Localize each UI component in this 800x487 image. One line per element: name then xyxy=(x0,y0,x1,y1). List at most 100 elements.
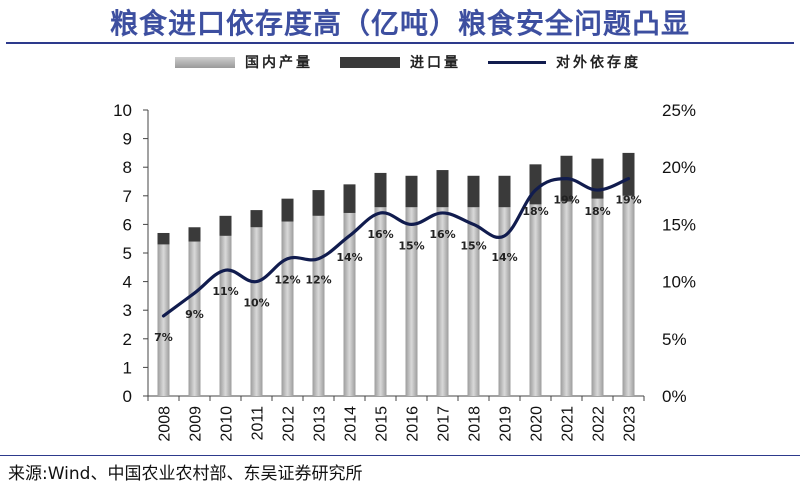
bar-imports xyxy=(343,184,356,213)
data-label: 18% xyxy=(584,205,610,218)
x-tick-label: 2018 xyxy=(467,406,484,442)
legend-item-domestic: 国内产量 xyxy=(175,52,313,72)
bar-domestic xyxy=(281,221,294,396)
data-label: 7% xyxy=(154,331,173,344)
y-left-tick-label: 3 xyxy=(123,301,132,320)
source-note: 来源:Wind、中国农业农村部、东吴证券研究所 xyxy=(8,464,363,484)
bar-imports xyxy=(188,227,201,242)
y-left-tick-label: 10 xyxy=(113,101,132,120)
bar-domestic xyxy=(405,207,418,396)
y-right-tick-label: 25% xyxy=(662,101,696,120)
legend-swatch-dependency xyxy=(488,60,546,64)
data-label: 12% xyxy=(305,274,331,287)
line-layer xyxy=(161,177,631,318)
bar-domestic xyxy=(591,198,604,396)
bars-layer xyxy=(157,152,635,396)
bar-domestic xyxy=(219,235,232,396)
data-label: 9% xyxy=(185,308,204,321)
bar-imports xyxy=(405,175,418,208)
x-tick-label: 2008 xyxy=(157,406,174,442)
labels-layer: 7% 9% 11% 10% 12% 12% 14% 16% 15% 16% 15% 14% 18% 19%… xyxy=(154,194,642,344)
dependency-line xyxy=(161,177,631,318)
bar-imports xyxy=(529,164,542,205)
data-label: 11% xyxy=(212,285,238,298)
data-label: 19% xyxy=(553,194,579,207)
x-tick-label: 2011 xyxy=(250,406,267,441)
title-divider xyxy=(6,42,794,44)
legend-label-dependency: 对外依存度 xyxy=(556,55,641,71)
bar-domestic xyxy=(622,195,635,396)
bar-imports xyxy=(498,175,511,208)
x-tick-label: 2023 xyxy=(622,406,639,442)
source-divider xyxy=(0,455,800,456)
bar-imports xyxy=(591,158,604,199)
y-left-tick-label: 2 xyxy=(123,330,132,349)
y-left-tick-label: 6 xyxy=(123,215,132,234)
bar-domestic xyxy=(157,244,170,396)
legend-label-domestic: 国内产量 xyxy=(245,55,313,71)
x-tick-label: 2009 xyxy=(188,406,205,442)
bar-imports xyxy=(622,152,635,196)
y-left-tick-label: 9 xyxy=(123,130,132,149)
combo-chart: 0 1 2 3 4 5 6 7 8 9 10 0% 5% 10% 15% 20% 25% 2008 2009 2010… xyxy=(113,101,696,442)
y-left-tick-label: 8 xyxy=(123,158,132,177)
bar-domestic xyxy=(312,215,325,396)
data-label: 16% xyxy=(429,228,455,241)
chart-title: 粮食进口依存度高（亿吨）粮食安全问题凸显 xyxy=(109,7,690,40)
legend-item-dependency: 对外依存度 xyxy=(488,52,641,72)
bar-domestic xyxy=(498,207,511,396)
legend-label-imports: 进口量 xyxy=(410,55,461,71)
bar-imports xyxy=(219,215,232,236)
data-label: 12% xyxy=(274,274,300,287)
bar-imports xyxy=(374,172,387,208)
data-label: 16% xyxy=(367,228,393,241)
x-tick-label: 2020 xyxy=(529,406,546,442)
bar-domestic xyxy=(436,207,449,396)
bar-domestic xyxy=(188,241,201,396)
bar-imports xyxy=(312,190,325,216)
bar-domestic xyxy=(374,207,387,396)
bar-imports xyxy=(281,198,294,222)
legend-swatch-imports xyxy=(340,56,400,68)
y-right-tick-label: 15% xyxy=(662,215,696,234)
bar-imports xyxy=(467,175,480,208)
x-tick-label: 2015 xyxy=(374,406,391,442)
y-right-tick-label: 20% xyxy=(662,158,696,177)
chart-legend: 国内产量 进口量 对外依存度 xyxy=(0,52,800,74)
y-right-tick-label: 10% xyxy=(662,273,696,292)
y-right-tick-label: 5% xyxy=(662,330,687,349)
x-tick-label: 2017 xyxy=(436,406,453,442)
x-tick-label: 2013 xyxy=(312,406,329,442)
data-label: 15% xyxy=(460,239,486,252)
y-left-tick-label: 5 xyxy=(123,244,132,263)
y-left-tick-label: 1 xyxy=(123,358,132,377)
x-tick-label: 2016 xyxy=(405,406,422,442)
data-label: 14% xyxy=(336,251,362,264)
y-right-tick-label: 0% xyxy=(662,387,687,406)
y-left-tick-label: 4 xyxy=(123,273,132,292)
bar-imports xyxy=(157,232,170,245)
legend-swatch-domestic xyxy=(175,56,235,68)
x-tick-label: 2010 xyxy=(219,406,236,442)
bar-domestic xyxy=(467,207,480,396)
data-label: 10% xyxy=(243,297,269,310)
bar-imports xyxy=(436,170,449,208)
x-tick-label: 2022 xyxy=(591,406,608,442)
data-label: 18% xyxy=(522,205,548,218)
y-left-tick-label: 7 xyxy=(123,187,132,206)
bar-domestic xyxy=(529,204,542,396)
bar-domestic xyxy=(560,201,573,396)
bar-domestic xyxy=(250,227,263,396)
data-label: 15% xyxy=(398,239,424,252)
data-label: 14% xyxy=(491,251,517,264)
y-left-tick-label: 0 xyxy=(123,387,132,406)
legend-item-imports: 进口量 xyxy=(340,52,461,72)
x-tick-label: 2012 xyxy=(281,406,298,442)
bar-imports xyxy=(250,210,263,228)
data-label: 19% xyxy=(615,194,641,207)
x-tick-label: 2021 xyxy=(560,406,577,442)
axes-layer: 0 1 2 3 4 5 6 7 8 9 10 0% 5% 10% 15% 20% 25% 2008 2009 2010… xyxy=(113,101,696,442)
bar-domestic xyxy=(343,212,356,396)
x-tick-label: 2019 xyxy=(498,406,515,442)
x-tick-label: 2014 xyxy=(343,406,360,442)
